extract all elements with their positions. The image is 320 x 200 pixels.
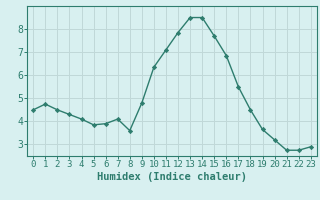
X-axis label: Humidex (Indice chaleur): Humidex (Indice chaleur) bbox=[97, 172, 247, 182]
